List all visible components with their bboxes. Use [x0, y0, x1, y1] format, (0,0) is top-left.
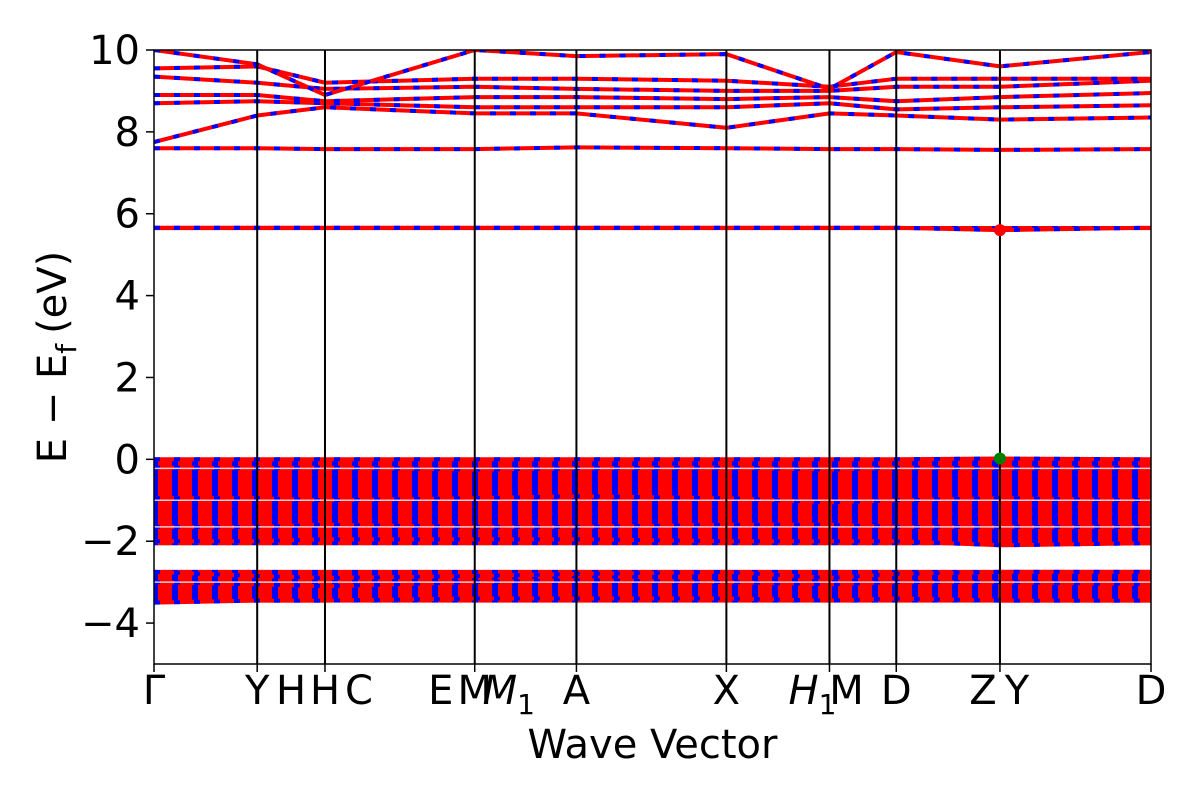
x-tick-label: E: [428, 668, 453, 714]
x-axis-ticks: Γ Y H H C E MM1 A X H1M D Z Y D: [143, 664, 1167, 721]
band-b4: [154, 91, 1151, 104]
y-axis-label-sub: f: [50, 343, 83, 354]
band-b5: [154, 74, 1151, 93]
band-b3: [154, 99, 1151, 112]
x-tick-label: A: [563, 668, 591, 714]
y-tick-label: −2: [81, 519, 140, 565]
band-b7-dash: [154, 50, 1151, 98]
x-tick-label: M: [829, 668, 864, 714]
bands-layer: [154, 50, 1151, 605]
x-tick-label: Z: [969, 668, 996, 714]
x-axis-label: Wave Vector: [528, 722, 779, 768]
band-b14: [154, 569, 1151, 581]
x-tick-label: D: [881, 668, 912, 714]
y-tick-label: 6: [115, 192, 140, 238]
band-b16: [154, 596, 1151, 605]
y-axis-ticks: 10 8 6 4 2 0 −2 −4: [81, 28, 154, 647]
y-axis-label: E − Ef (eV): [30, 251, 83, 464]
band-b11: [154, 494, 1151, 505]
y-tick-label: 8: [115, 110, 140, 156]
x-tick-label: C: [345, 668, 373, 714]
x-tick-label: H1: [789, 668, 837, 721]
x-tick-label: H: [276, 668, 306, 714]
y-tick-label: 10: [89, 28, 140, 74]
band-edge-marker: [993, 224, 1006, 237]
band-group-valence-top: [154, 459, 1151, 546]
x-tick-label: X: [713, 668, 740, 714]
y-axis-label-unit: (eV): [30, 251, 76, 334]
band-b2-dash: [154, 105, 1151, 145]
y-tick-label: 2: [115, 355, 140, 401]
x-tick-label: M: [457, 668, 492, 714]
y-axis-label-main: E − E: [30, 354, 76, 464]
x-tick-label: Y: [244, 668, 270, 714]
band-b9: [154, 456, 1151, 462]
x-tick-label: H: [310, 668, 340, 714]
band-b13: [154, 537, 1151, 548]
y-tick-label: 4: [115, 274, 140, 320]
markers-layer: [993, 224, 1006, 465]
band-b6: [154, 64, 1151, 89]
y-tick-label: 0: [115, 437, 140, 483]
band-b8: [154, 225, 1151, 233]
x-tick-label: Γ: [143, 668, 166, 714]
y-tick-label: −4: [81, 601, 140, 647]
plot-frame: [153, 49, 1152, 665]
x-tick-label: Y: [1004, 668, 1030, 714]
band-b1: [154, 145, 1151, 152]
x-tick-label: D: [1136, 668, 1167, 714]
band-edge-marker: [993, 452, 1006, 465]
high-symmetry-lines: [256, 50, 1001, 664]
x-tick-label: M1: [483, 668, 535, 721]
